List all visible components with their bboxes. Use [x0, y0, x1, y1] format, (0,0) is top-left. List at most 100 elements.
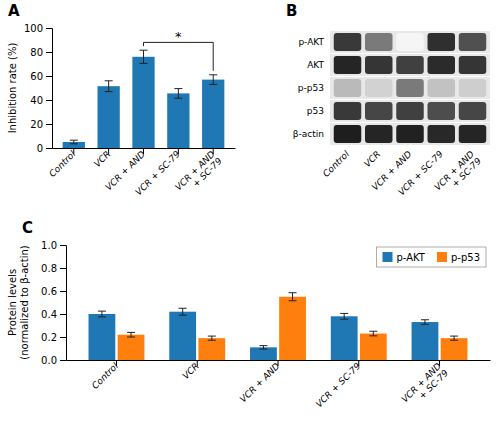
- error-bar: [105, 81, 113, 92]
- text-line: Control: [47, 148, 78, 179]
- bar: [441, 338, 468, 360]
- text-line: VCR + SC-79: [133, 149, 182, 198]
- legend-item: p-p53: [437, 252, 480, 263]
- axis-line: [46, 29, 53, 149]
- x-tick-label: Control: [47, 148, 78, 179]
- blot-band: [459, 125, 487, 143]
- blot-band: [459, 79, 487, 97]
- blot-band: [334, 125, 362, 143]
- plot-area: [89, 293, 468, 360]
- x-tick-label: VCR + AND+ SC-79: [432, 149, 483, 200]
- blot-band: [396, 56, 424, 74]
- x-tick-label: VCR: [181, 361, 201, 381]
- blot-band: [428, 56, 456, 74]
- text-line: VCR + SC-79: [314, 361, 363, 410]
- row-tick: p53: [307, 106, 324, 116]
- legend-swatch: [383, 252, 393, 262]
- panel: p-AKTAKTp-p53p53β-actinControlVCRVCR + A…: [286, 2, 490, 199]
- axis-line: [60, 246, 67, 361]
- tick-mark: [60, 245, 66, 246]
- legend-label: p-AKT: [397, 252, 426, 263]
- y-tick: 0: [37, 143, 52, 154]
- error-bar: [450, 336, 458, 340]
- error-bar: [98, 311, 106, 317]
- x-tick: VCR + AND: [238, 360, 282, 404]
- y-tick: 0.6: [41, 286, 66, 297]
- bar: [279, 297, 306, 360]
- text-line: Protein levels: [7, 269, 18, 336]
- text-line: VCR: [92, 149, 112, 169]
- y-axis: 0.00.20.40.60.81.0: [41, 240, 66, 366]
- blot-strip: [330, 77, 490, 99]
- row-labels: p-AKT AKT p-p53 p53 β-actin: [293, 37, 325, 139]
- x-tick: VCR + AND+ SC-79: [173, 148, 224, 199]
- blot-band: [396, 125, 424, 143]
- x-axis: ControlVCRVCR + ANDVCR + SC-79VCR + AND+…: [47, 148, 235, 199]
- error-bar: [369, 331, 377, 336]
- error-bar: [209, 75, 217, 85]
- significance-bracket: [144, 42, 214, 70]
- text-line: + SC-79: [450, 156, 483, 189]
- bar-series: [63, 50, 225, 148]
- x-tick: VCR + SC-79: [314, 360, 363, 409]
- text-line: VCR: [362, 149, 382, 169]
- error-bar: [174, 89, 182, 99]
- error-bar: [289, 293, 297, 301]
- row-tick: β-actin: [293, 129, 324, 139]
- blot-band: [459, 56, 487, 74]
- y-tick-label: 60: [30, 71, 43, 82]
- blot-band: [365, 102, 393, 120]
- bar: [132, 57, 154, 148]
- blot-strip: [330, 54, 490, 76]
- legend: p-AKT p-p53: [377, 247, 487, 267]
- tick-mark: [46, 148, 52, 149]
- legend-frame: [377, 247, 487, 267]
- blot-band: [396, 33, 424, 51]
- blot-band: [365, 125, 393, 143]
- x-tick: VCR: [181, 360, 201, 381]
- row-tick: p-p53: [298, 83, 324, 93]
- y-tick: 40: [30, 95, 52, 106]
- legend-label: p-p53: [451, 252, 480, 263]
- row-label: p-AKT: [298, 37, 324, 47]
- error-bar: [208, 336, 216, 340]
- x-tick: VCR: [92, 148, 112, 169]
- x-tick: Control: [90, 360, 121, 391]
- y-tick-label: 100: [24, 23, 43, 34]
- x-tick-label: VCR + SC-79: [314, 361, 363, 410]
- y-tick-label: 1.0: [41, 240, 57, 251]
- bar: [169, 312, 196, 360]
- x-tick-label: Control: [90, 360, 121, 391]
- panel-label: A: [8, 2, 20, 20]
- y-axis-label: Inhibition rate (%): [7, 43, 18, 134]
- x-tick-label: VCR: [362, 149, 382, 169]
- panel: 020406080100ControlVCRVCR + ANDVCR + SC-…: [7, 2, 236, 199]
- blot-band: [365, 79, 393, 97]
- panel-label: B: [286, 2, 297, 20]
- y-tick: 100: [24, 23, 52, 34]
- text-line: (normalized to β-actin): [19, 245, 30, 360]
- bar: [167, 93, 189, 148]
- legend-swatch: [437, 252, 447, 262]
- y-tick-label: 0.6: [41, 286, 57, 297]
- x-tick: VCR + SC-79: [133, 148, 182, 197]
- row-tick: p-AKT: [298, 37, 324, 47]
- blot-band: [365, 33, 393, 51]
- y-tick-label: 80: [30, 47, 43, 58]
- error-bar: [140, 50, 148, 63]
- blot-band: [334, 79, 362, 97]
- bar: [360, 334, 387, 360]
- y-tick-label: 0.0: [41, 355, 57, 366]
- bar: [89, 314, 116, 360]
- row-tick: AKT: [307, 60, 324, 70]
- y-tick: 0.0: [41, 355, 66, 366]
- x-tick-label: VCR + AND: [238, 361, 282, 405]
- row-label: p53: [307, 106, 324, 116]
- blot-band: [396, 102, 424, 120]
- bar: [198, 338, 225, 360]
- bar-series: [89, 308, 439, 360]
- text-line: Inhibition rate (%): [7, 43, 18, 134]
- x-axis: ControlVCRVCR + ANDVCR + SC-79VCR + AND+…: [67, 360, 491, 411]
- bar: [98, 86, 120, 148]
- y-tick-label: 0.8: [41, 263, 57, 274]
